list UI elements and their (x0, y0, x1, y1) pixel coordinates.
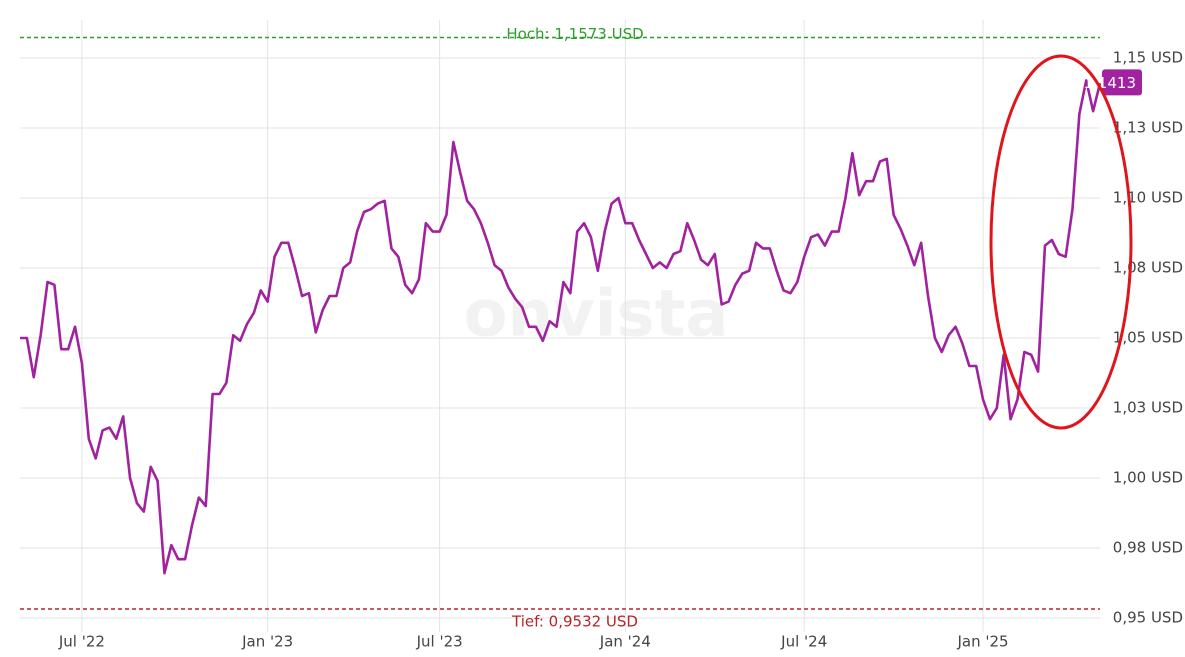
watermark: onvista (463, 278, 728, 352)
y-tick-label: 1,03 USD (1113, 399, 1183, 417)
highlight-ellipse (989, 54, 1133, 430)
x-tick-label: Jan '23 (241, 633, 293, 651)
x-tick-label: Jul '22 (58, 633, 105, 651)
price-line (20, 79, 1102, 575)
y-tick-label: 1,10 USD (1113, 189, 1183, 207)
y-tick-label: 1,15 USD (1113, 49, 1183, 67)
x-tick-label: Jul '24 (780, 633, 827, 651)
y-tick-label: 0,95 USD (1113, 609, 1183, 627)
x-tick-label: Jul '23 (416, 633, 463, 651)
y-tick-label: 1,00 USD (1113, 469, 1183, 487)
x-tick-label: Jan '24 (599, 633, 651, 651)
last-value-label: 1,1413 (1084, 74, 1137, 92)
high-line-label: Hoch: 1,1573 USD (506, 25, 643, 43)
y-tick-label: 0,98 USD (1113, 539, 1183, 557)
y-tick-label: 1,13 USD (1113, 119, 1183, 137)
last-value-badge (1102, 69, 1142, 96)
y-tick-label: 1,05 USD (1113, 329, 1183, 347)
x-tick-label: Jan '25 (957, 633, 1009, 651)
low-line-label: Tief: 0,9532 USD (511, 613, 638, 631)
y-tick-label: 1,08 USD (1113, 259, 1183, 277)
